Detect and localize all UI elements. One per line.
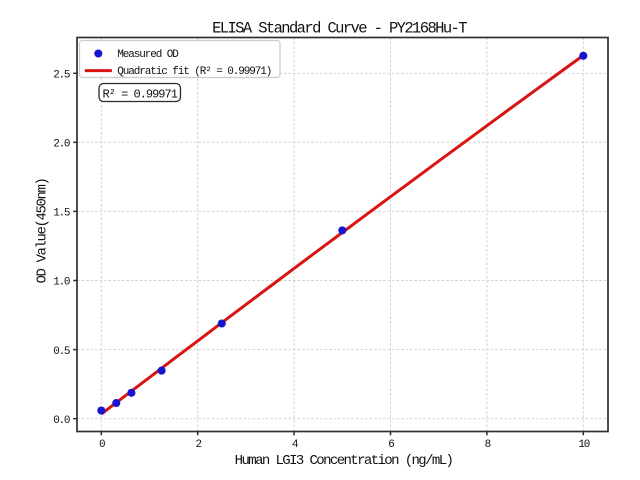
svg-text:R² = 0.99971: R² = 0.99971 [103,88,178,102]
svg-text:4: 4 [292,439,299,451]
svg-text:2.5: 2.5 [53,70,70,82]
svg-text:2: 2 [195,439,201,451]
svg-text:ELISA Standard Curve - PY2168H: ELISA Standard Curve - PY2168Hu-T [212,20,467,38]
svg-text:Human LGI3 Concentration (ng/m: Human LGI3 Concentration (ng/mL) [235,453,453,469]
svg-text:1.5: 1.5 [53,208,70,220]
svg-text:1.0: 1.0 [53,277,70,289]
svg-text:0: 0 [99,439,105,451]
svg-text:2.0: 2.0 [53,139,70,151]
svg-text:10: 10 [578,439,589,451]
svg-text:OD Value(450nm): OD Value(450nm) [35,178,51,283]
svg-text:Quadratic fit (R² = 0.99971): Quadratic fit (R² = 0.99971) [117,66,271,78]
svg-text:6: 6 [388,439,394,451]
svg-text:0.5: 0.5 [53,346,70,358]
svg-text:0.0: 0.0 [53,415,70,427]
svg-text:8: 8 [485,439,491,451]
svg-text:Measured OD: Measured OD [117,49,179,61]
